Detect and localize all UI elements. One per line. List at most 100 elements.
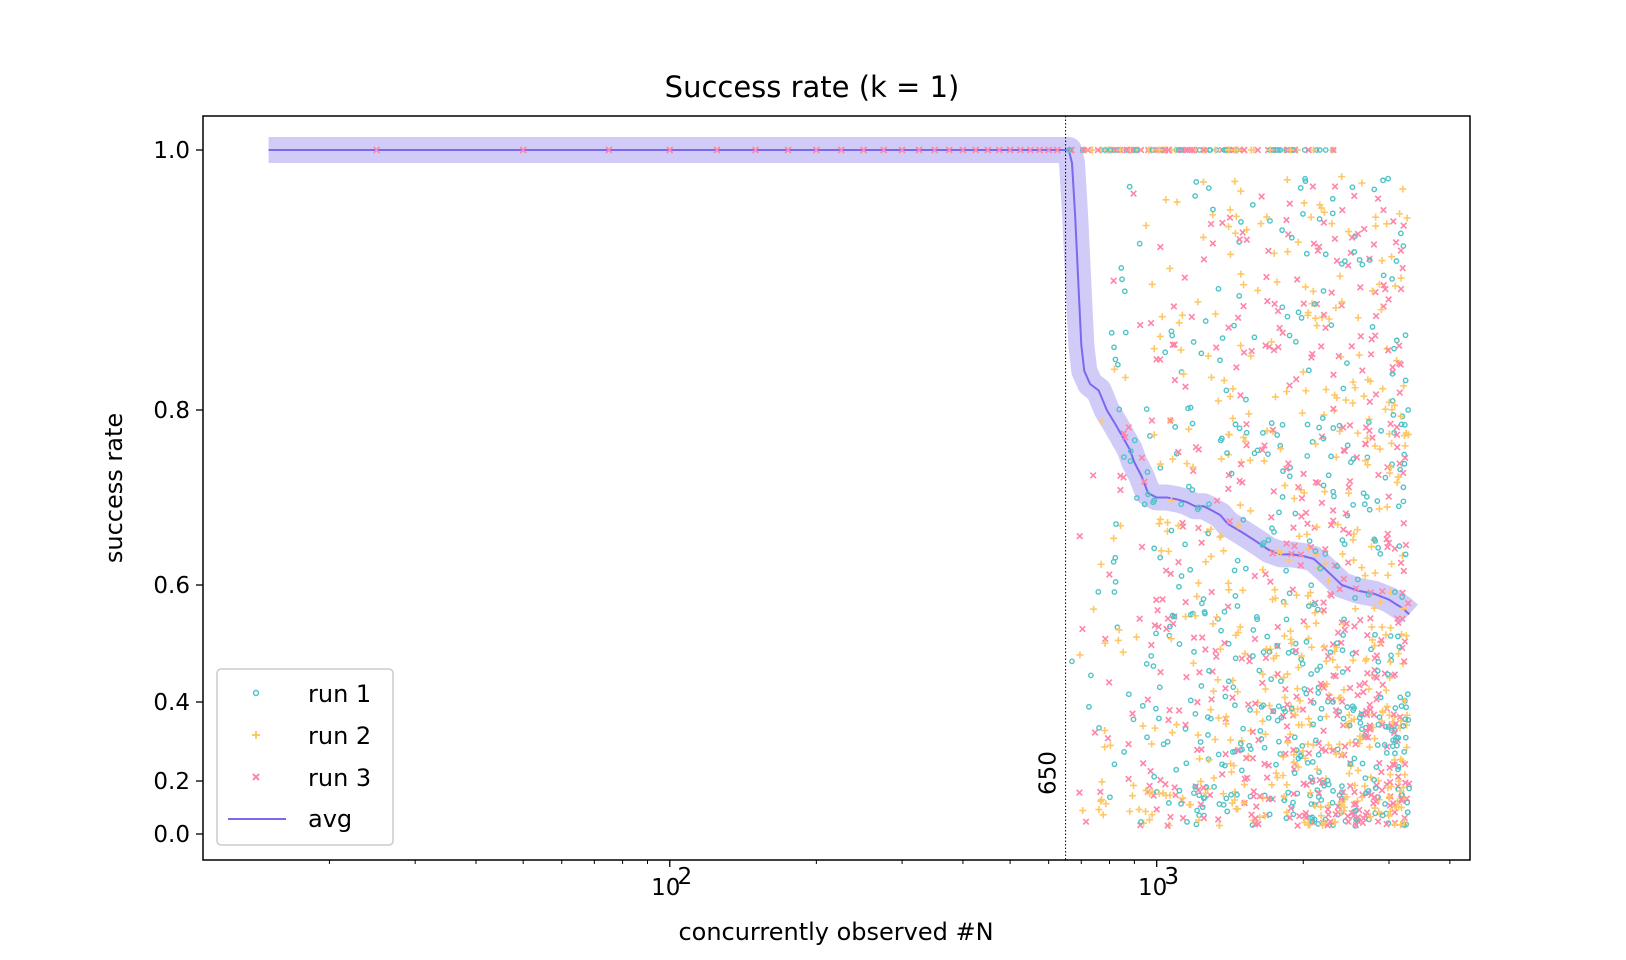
run1-point xyxy=(1315,690,1322,696)
run1-point xyxy=(1395,633,1401,640)
run1-point xyxy=(1319,415,1326,422)
run3-point xyxy=(1400,567,1408,575)
run3-point xyxy=(1356,616,1364,624)
run1-point xyxy=(1265,451,1271,458)
run2-point xyxy=(1173,721,1181,729)
run3-point xyxy=(1344,559,1352,566)
run2-point xyxy=(1382,686,1390,694)
run3-point xyxy=(931,146,939,154)
run2-point xyxy=(1355,351,1363,359)
run1-point xyxy=(1351,705,1357,712)
run1-point xyxy=(1391,750,1398,757)
run1-point xyxy=(1265,715,1272,721)
run3-point xyxy=(1363,669,1371,677)
run2-point xyxy=(1227,768,1235,776)
run3-point xyxy=(1367,615,1374,622)
run3-point xyxy=(1274,343,1282,351)
run2-point xyxy=(1317,812,1325,820)
run2-point xyxy=(1265,702,1273,710)
run1-point xyxy=(1276,509,1282,516)
run1-point xyxy=(1404,691,1411,698)
run3-point xyxy=(1221,639,1228,647)
run3-point xyxy=(1357,332,1365,340)
legend-run1-marker xyxy=(252,689,260,697)
run3-point xyxy=(1315,739,1323,747)
run2-point xyxy=(1311,802,1319,810)
run3-point xyxy=(1284,735,1292,743)
run2-point xyxy=(1183,460,1191,468)
run3-point xyxy=(1366,398,1374,406)
run3-point xyxy=(1148,417,1156,424)
run3-point xyxy=(1399,264,1407,272)
run1-point xyxy=(1219,761,1225,768)
run3-point xyxy=(1359,819,1367,827)
run3-point xyxy=(1293,276,1301,283)
run1-point xyxy=(1198,683,1205,689)
run3-point xyxy=(1218,219,1226,227)
run3-point xyxy=(1139,760,1147,767)
run2-point xyxy=(1371,442,1379,450)
run3-point xyxy=(1385,295,1393,303)
run2-point xyxy=(1305,715,1313,723)
run2-point xyxy=(1309,146,1317,154)
run1-point xyxy=(1193,821,1200,828)
run1-point xyxy=(1254,616,1261,623)
run1-point xyxy=(1286,590,1293,597)
run2-point xyxy=(1201,789,1209,797)
run2-point xyxy=(1126,807,1134,815)
run2-point xyxy=(1298,409,1306,417)
run2-point xyxy=(1205,756,1213,764)
run3-point xyxy=(1325,811,1332,818)
run1-point xyxy=(1283,567,1290,574)
run1-point xyxy=(1197,739,1204,745)
run2-point xyxy=(1345,228,1353,236)
run2-point xyxy=(1135,805,1143,813)
run2-point xyxy=(1268,781,1276,789)
run1-point xyxy=(1176,641,1183,647)
run3-point xyxy=(1237,460,1245,468)
run3-point xyxy=(1265,795,1273,803)
run1-point xyxy=(1401,748,1408,755)
run3-point xyxy=(784,146,792,154)
run2-point xyxy=(1361,572,1369,580)
run2-point xyxy=(1234,805,1242,813)
run3-point xyxy=(1186,146,1194,154)
run3-point xyxy=(1252,815,1259,822)
legend-avg-label: avg xyxy=(308,805,352,833)
run3-point xyxy=(1351,622,1358,630)
run2-point xyxy=(1364,376,1372,384)
run2-point xyxy=(1385,812,1393,820)
run1-point xyxy=(1394,742,1400,749)
run1-point xyxy=(1230,684,1237,691)
run1-point xyxy=(1190,790,1197,797)
run3-point xyxy=(1363,631,1371,639)
run3-point xyxy=(1389,761,1397,768)
run3-point xyxy=(1117,486,1124,494)
run3-point xyxy=(1123,146,1131,154)
run1-point xyxy=(1122,329,1129,336)
run2-point xyxy=(1286,146,1294,154)
run1-point xyxy=(1389,276,1395,282)
run2-point xyxy=(1379,385,1387,393)
run2-point xyxy=(1302,283,1310,291)
run2-point xyxy=(1179,794,1187,802)
run3-point xyxy=(1222,750,1230,758)
run1-point xyxy=(1183,760,1190,767)
run3-point xyxy=(1240,349,1248,356)
run3-point xyxy=(1338,206,1346,214)
run2-point xyxy=(1304,740,1312,748)
run1-point xyxy=(1210,206,1216,213)
run2-point xyxy=(1237,270,1245,278)
run2-point xyxy=(1193,592,1201,600)
run2-point xyxy=(1368,636,1376,644)
run2-point xyxy=(1189,463,1197,471)
run3-point xyxy=(1153,805,1161,813)
run1-point xyxy=(1228,470,1235,477)
run1-point xyxy=(1309,759,1316,765)
run1-point xyxy=(1316,216,1323,222)
run2-point xyxy=(1388,253,1396,261)
run1-point xyxy=(1303,250,1310,257)
run3-point xyxy=(1386,802,1394,809)
run2-point xyxy=(1333,394,1341,402)
run2-point xyxy=(1402,429,1410,437)
